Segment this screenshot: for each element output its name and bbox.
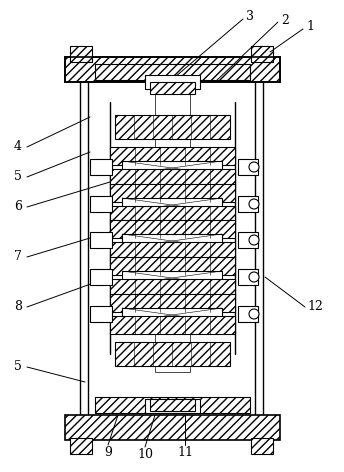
Text: 6: 6: [14, 201, 22, 213]
Bar: [80, 57, 88, 440]
Bar: [90, 269, 112, 285]
Bar: [251, 438, 273, 454]
Bar: [150, 82, 195, 94]
Bar: [110, 242, 235, 260]
Bar: [90, 306, 112, 322]
Text: 5: 5: [14, 361, 22, 373]
Bar: [238, 159, 258, 175]
Text: 11: 11: [177, 446, 193, 458]
Text: 5: 5: [14, 170, 22, 184]
Bar: [251, 46, 273, 62]
Bar: [110, 316, 235, 334]
Bar: [95, 397, 250, 413]
Bar: [90, 196, 112, 212]
Bar: [155, 92, 190, 372]
Circle shape: [249, 199, 259, 209]
Bar: [122, 161, 222, 175]
Bar: [238, 232, 258, 248]
Bar: [95, 64, 250, 80]
Bar: [110, 220, 235, 238]
Bar: [110, 206, 235, 224]
Text: 9: 9: [104, 446, 112, 458]
Bar: [110, 257, 235, 275]
Bar: [122, 234, 222, 248]
Bar: [115, 342, 230, 366]
Text: 1: 1: [306, 20, 314, 34]
Bar: [145, 399, 200, 413]
Bar: [70, 438, 92, 454]
Text: 3: 3: [246, 10, 254, 24]
Bar: [238, 196, 258, 212]
Bar: [110, 279, 235, 297]
Bar: [70, 46, 92, 62]
Bar: [110, 184, 235, 202]
Circle shape: [249, 162, 259, 172]
Bar: [110, 147, 235, 165]
Text: 12: 12: [307, 301, 323, 313]
Bar: [122, 308, 222, 322]
Bar: [238, 269, 258, 285]
Text: 7: 7: [14, 251, 22, 263]
Bar: [65, 57, 280, 82]
Text: 4: 4: [14, 141, 22, 153]
Text: 8: 8: [14, 301, 22, 313]
Bar: [90, 232, 112, 248]
Bar: [122, 198, 222, 212]
Circle shape: [249, 235, 259, 245]
Text: 2: 2: [281, 14, 289, 26]
Bar: [90, 159, 112, 175]
Bar: [65, 415, 280, 440]
Text: 10: 10: [137, 447, 153, 461]
Bar: [110, 169, 235, 187]
Bar: [150, 399, 195, 411]
Circle shape: [249, 309, 259, 319]
Bar: [238, 306, 258, 322]
Bar: [115, 115, 230, 139]
Bar: [122, 271, 222, 285]
Circle shape: [249, 272, 259, 282]
Bar: [145, 75, 200, 89]
Bar: [110, 294, 235, 312]
Bar: [255, 57, 263, 440]
